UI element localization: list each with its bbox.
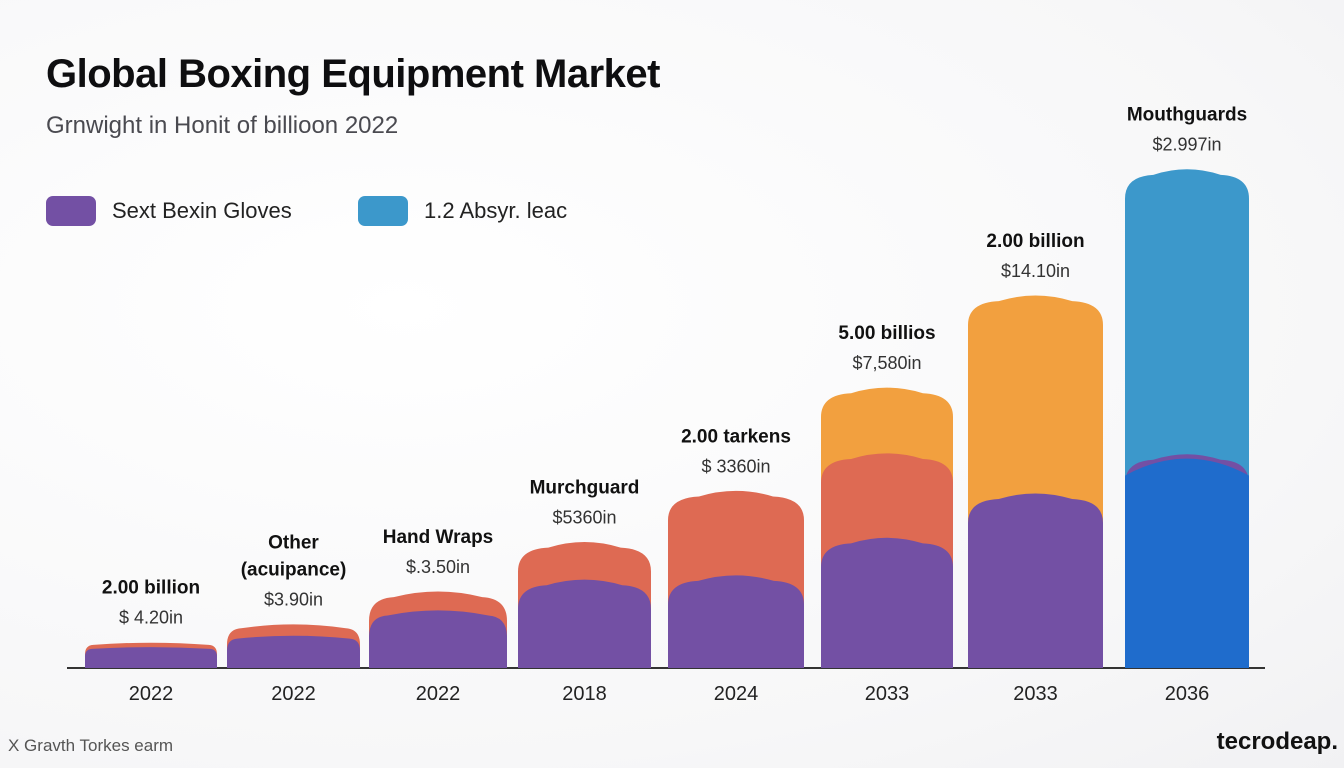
annotation-name-7: Mouthguards [1127, 105, 1247, 126]
bar-7-lower-band [1125, 458, 1249, 668]
x-tick-5: 2033 [865, 683, 910, 705]
annotation-value-0: $ 4.20in [119, 607, 183, 627]
annotation-name-6: 2.00 billion [986, 231, 1084, 252]
bar-4-series-0 [668, 575, 804, 668]
x-tick-3: 2018 [562, 683, 607, 705]
x-tick-7: 2036 [1165, 683, 1210, 705]
bar-3-series-0 [518, 579, 651, 668]
annotation-name-5: 5.00 billios [838, 323, 935, 344]
footer-brand: tecrodeap. [1216, 728, 1338, 755]
footer-note: X Gravth Torkes earm [8, 736, 174, 755]
legend-entry-other: 1.2 Absyr. leac [358, 196, 567, 226]
annotation-value-1: $3.90in [264, 589, 323, 609]
annotation-name-2: Hand Wraps [383, 527, 494, 548]
bar-2-series-0 [369, 610, 507, 668]
chart-title: Global Boxing Equipment Market [46, 52, 660, 96]
x-tick-4: 2024 [714, 683, 759, 705]
x-tick-0: 2022 [129, 683, 174, 705]
bar-5-series-0 [821, 537, 953, 668]
annotation-name2-1: (acuipance) [241, 559, 347, 580]
annotation-name-0: 2.00 billion [102, 577, 200, 598]
bar-0-series-0 [85, 647, 217, 668]
x-tick-6: 2033 [1013, 683, 1058, 705]
annotation-value-5: $7,580in [852, 353, 921, 373]
annotation-value-3: $5360in [552, 507, 616, 527]
bar-6-series-0 [968, 493, 1103, 668]
legend-label-gloves: Sext Bexin Gloves [112, 198, 292, 223]
legend-label-other: 1.2 Absyr. leac [424, 198, 568, 223]
annotation-name-3: Murchguard [530, 477, 640, 498]
x-tick-1: 2022 [271, 683, 316, 705]
annotation-value-6: $14.10in [1001, 261, 1070, 281]
legend-swatch-purple [46, 196, 96, 226]
legend-swatch-blue [358, 196, 408, 226]
annotation-name-1: Other [268, 532, 319, 553]
annotation-name-4: 2.00 tarkens [681, 426, 791, 447]
x-tick-2: 2022 [416, 683, 461, 705]
bar-1-series-0 [227, 635, 360, 668]
annotation-value-4: $ 3360in [701, 456, 770, 476]
annotation-value-7: $2.997in [1152, 135, 1221, 155]
legend-entry-gloves: Sext Bexin Gloves [46, 196, 292, 226]
chart-subtitle: Grnwight in Honit of billioon 2022 [46, 112, 399, 139]
annotation-value-2: $.3.50in [406, 557, 470, 577]
